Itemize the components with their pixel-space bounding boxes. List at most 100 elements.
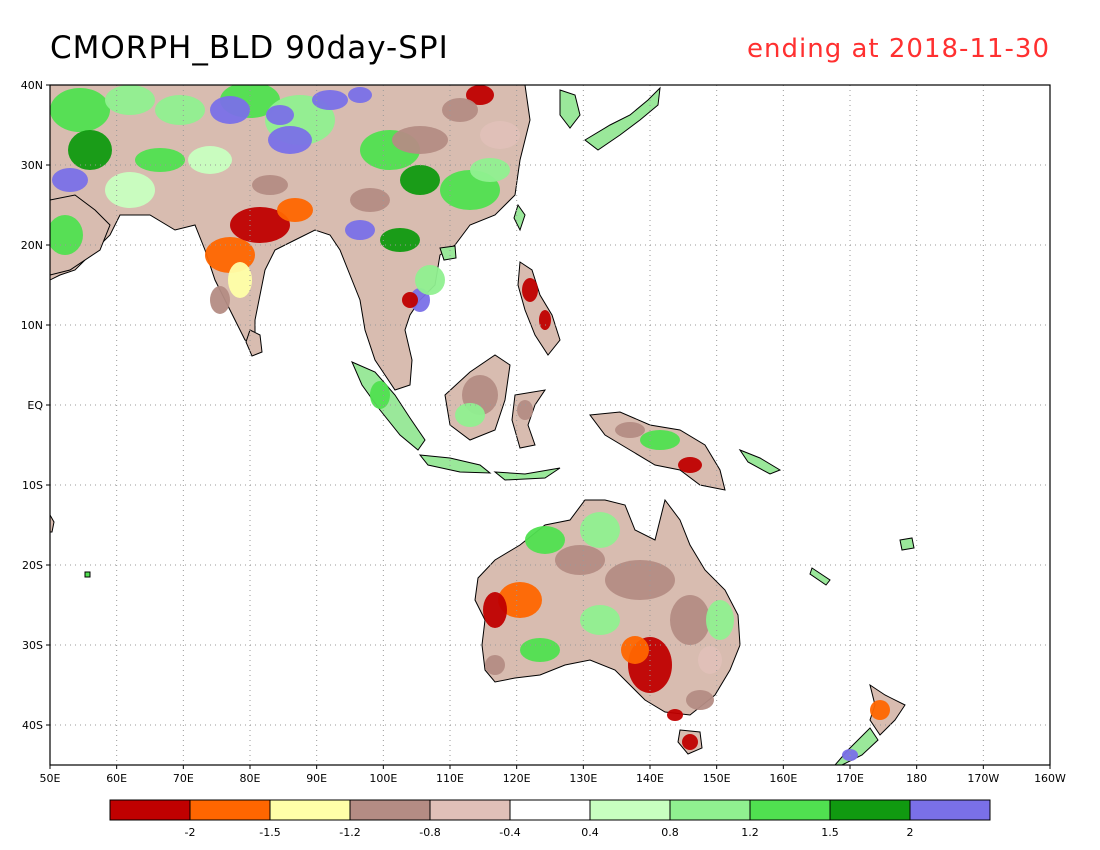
legend-label: -0.4 bbox=[499, 826, 520, 839]
spi-patch bbox=[517, 400, 533, 420]
color-legend: -2 -1.5 -1.2 -0.8 -0.4 0.4 0.8 1.2 1.5 2 bbox=[109, 799, 991, 839]
spi-patch bbox=[348, 87, 372, 103]
lat-lon-grid bbox=[46, 84, 1051, 769]
spi-patch bbox=[210, 96, 250, 124]
spi-patch bbox=[466, 85, 494, 105]
lat-tick-label: 20N bbox=[21, 239, 43, 252]
legend-swatch bbox=[749, 799, 831, 821]
spi-patch bbox=[678, 457, 702, 473]
lon-tick-label: 90E bbox=[306, 772, 327, 785]
lon-tick-label: 110E bbox=[436, 772, 464, 785]
spi-patch bbox=[621, 636, 649, 664]
lon-tick-label: 170E bbox=[836, 772, 864, 785]
spi-patch bbox=[268, 126, 312, 154]
lat-tick-label: 40N bbox=[21, 79, 43, 92]
legend-swatch bbox=[589, 799, 671, 821]
lat-tick-label: 10S bbox=[22, 479, 43, 492]
spi-patch bbox=[400, 165, 440, 195]
lat-tick-label: 30S bbox=[22, 639, 43, 652]
spi-patch bbox=[188, 146, 232, 174]
sri-lanka bbox=[245, 329, 263, 357]
lon-tick-label: 60E bbox=[106, 772, 127, 785]
spi-patch bbox=[870, 700, 890, 720]
spi-patch bbox=[370, 381, 390, 409]
spi-patch bbox=[522, 278, 538, 302]
map-subtitle-date: ending at 2018-11-30 bbox=[747, 34, 1050, 64]
lon-tick-label: 150E bbox=[703, 772, 731, 785]
spi-patch bbox=[682, 734, 698, 750]
lat-tick-label: EQ bbox=[27, 399, 43, 412]
mascarene-islands bbox=[84, 571, 91, 578]
spi-patch bbox=[670, 595, 710, 645]
spi-patch bbox=[380, 228, 420, 252]
legend-label: -2 bbox=[185, 826, 196, 839]
spi-patch bbox=[52, 168, 88, 192]
spi-patch bbox=[485, 655, 505, 675]
spi-patch bbox=[706, 600, 734, 640]
spi-patch bbox=[50, 88, 110, 132]
spi-patch bbox=[68, 130, 112, 170]
lat-tick-label: 30N bbox=[21, 159, 43, 172]
lon-tick-label: 100E bbox=[369, 772, 397, 785]
lat-tick-label: 10N bbox=[21, 319, 43, 332]
spi-patch bbox=[415, 265, 445, 295]
spi-patch bbox=[105, 85, 155, 115]
spi-patch bbox=[605, 560, 675, 600]
spi-patch bbox=[555, 545, 605, 575]
spi-patch bbox=[686, 690, 714, 710]
spi-patch bbox=[580, 512, 620, 548]
lon-tick-label: 160W bbox=[1034, 772, 1066, 785]
legend-swatch bbox=[509, 799, 591, 821]
lat-tick-label: 20S bbox=[22, 559, 43, 572]
hainan bbox=[439, 245, 457, 261]
spi-patch bbox=[539, 310, 551, 330]
spi-patch bbox=[667, 709, 683, 721]
spi-patch bbox=[442, 98, 478, 122]
spi-patch bbox=[520, 638, 560, 662]
philippines bbox=[517, 261, 561, 356]
legend-label: 0.8 bbox=[661, 826, 679, 839]
legend-label: 1.2 bbox=[741, 826, 759, 839]
solomon-islands bbox=[738, 448, 782, 475]
spi-patch bbox=[698, 646, 722, 674]
spi-patch bbox=[525, 526, 565, 554]
spi-patch bbox=[252, 175, 288, 195]
spi-patch bbox=[228, 262, 252, 298]
lon-tick-label: 180 bbox=[906, 772, 927, 785]
spi-patch bbox=[230, 207, 290, 243]
lon-tick-label: 80E bbox=[240, 772, 261, 785]
spi-patch bbox=[498, 582, 542, 618]
lon-tick-label: 50E bbox=[40, 772, 61, 785]
spi-patch bbox=[345, 220, 375, 240]
spi-patch bbox=[580, 605, 620, 635]
taiwan bbox=[513, 203, 526, 232]
lon-tick-label: 130E bbox=[569, 772, 597, 785]
spi-patch bbox=[210, 286, 230, 314]
legend-label: 0.4 bbox=[581, 826, 599, 839]
legend-swatch bbox=[909, 799, 991, 821]
sulawesi bbox=[511, 389, 547, 449]
legend-label: -0.8 bbox=[419, 826, 440, 839]
spi-patch bbox=[350, 188, 390, 212]
lon-tick-label: 70E bbox=[173, 772, 194, 785]
spi-patch bbox=[50, 215, 83, 255]
spi-patch bbox=[392, 126, 448, 154]
legend-label: -1.5 bbox=[259, 826, 280, 839]
lon-tick-label: 120E bbox=[503, 772, 531, 785]
new-zealand-south bbox=[834, 727, 879, 765]
new-caledonia bbox=[809, 567, 831, 586]
madagascar-edge bbox=[50, 513, 55, 533]
fiji bbox=[899, 537, 915, 551]
new-guinea bbox=[589, 411, 726, 491]
axis-tick-labels: 50E 60E 70E 80E 90E 100E 110E 120E 130E 140E 150E 1… bbox=[21, 79, 1066, 785]
lon-tick-label: 170W bbox=[967, 772, 999, 785]
spi-patch bbox=[480, 121, 520, 149]
spi-patch bbox=[312, 90, 348, 110]
legend-swatch bbox=[349, 799, 431, 821]
lesser-sunda bbox=[493, 467, 561, 481]
spi-patch bbox=[266, 105, 294, 125]
spi-patch bbox=[155, 95, 205, 125]
java bbox=[418, 454, 492, 474]
spi-patch bbox=[455, 403, 485, 427]
spi-patch bbox=[483, 592, 507, 628]
